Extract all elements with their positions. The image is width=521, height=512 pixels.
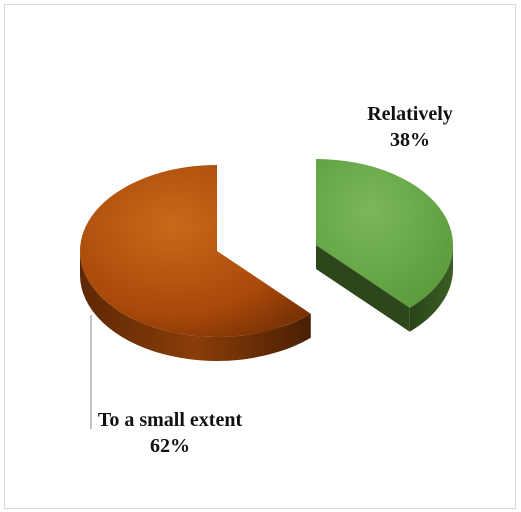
pie-slice-to-a-small-extent: [80, 165, 311, 337]
slice-label-small-extent-name: To a small extent: [97, 409, 243, 431]
slice-label-small-extent: To a small extent 62%: [65, 407, 275, 459]
pie-slice-relatively: [316, 159, 454, 308]
slice-label-relatively: Relatively 38%: [335, 101, 485, 153]
pie-chart: [80, 159, 454, 429]
slice-label-relatively-name: Relatively: [367, 103, 453, 125]
slice-label-relatively-value: 38%: [390, 129, 430, 151]
slice-label-small-extent-value: 62%: [150, 435, 190, 457]
chart-frame: Relatively 38% To a small extent 62%: [4, 4, 516, 509]
slice-side-0: [409, 245, 453, 332]
slice-side-1: [80, 251, 311, 362]
slice-cut-face-0: [316, 245, 410, 332]
